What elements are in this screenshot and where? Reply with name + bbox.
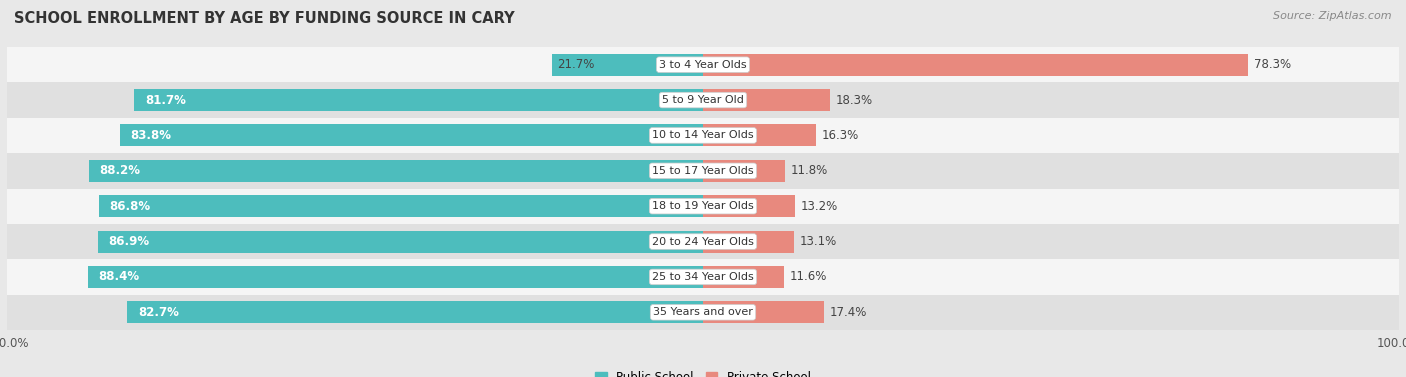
Bar [120,124,703,146]
Text: 13.2%: 13.2% [800,200,838,213]
Text: SCHOOL ENROLLMENT BY AGE BY FUNDING SOURCE IN CARY: SCHOOL ENROLLMENT BY AGE BY FUNDING SOUR… [14,11,515,26]
Bar [703,54,1249,76]
Bar [703,160,785,182]
Text: 17.4%: 17.4% [830,306,868,319]
Legend: Public School, Private School: Public School, Private School [591,366,815,377]
Text: 83.8%: 83.8% [131,129,172,142]
Bar [703,301,824,323]
Text: 35 Years and over: 35 Years and over [652,307,754,317]
Bar [98,231,703,253]
Bar [7,224,1399,259]
Text: 88.4%: 88.4% [98,270,139,284]
Bar [128,301,703,323]
Bar [7,47,1399,83]
Bar [553,54,703,76]
Bar [7,153,1399,188]
Text: 88.2%: 88.2% [100,164,141,177]
Text: 3 to 4 Year Olds: 3 to 4 Year Olds [659,60,747,70]
Bar [703,231,794,253]
Text: 86.8%: 86.8% [110,200,150,213]
Text: 5 to 9 Year Old: 5 to 9 Year Old [662,95,744,105]
Bar [87,266,703,288]
Bar [135,89,703,111]
Text: 18.3%: 18.3% [837,93,873,107]
Bar [89,160,703,182]
Text: Source: ZipAtlas.com: Source: ZipAtlas.com [1274,11,1392,21]
Text: 86.9%: 86.9% [108,235,150,248]
Bar [703,124,817,146]
Bar [703,195,794,217]
Text: 10 to 14 Year Olds: 10 to 14 Year Olds [652,130,754,141]
Text: 81.7%: 81.7% [145,93,186,107]
Bar [7,83,1399,118]
Text: 15 to 17 Year Olds: 15 to 17 Year Olds [652,166,754,176]
Bar [98,195,703,217]
Bar [7,188,1399,224]
Text: 82.7%: 82.7% [138,306,179,319]
Text: 20 to 24 Year Olds: 20 to 24 Year Olds [652,236,754,247]
Text: 11.6%: 11.6% [789,270,827,284]
Text: 78.3%: 78.3% [1254,58,1291,71]
Text: 21.7%: 21.7% [558,58,595,71]
Bar [703,266,783,288]
Text: 11.8%: 11.8% [790,164,828,177]
Bar [7,259,1399,294]
Text: 18 to 19 Year Olds: 18 to 19 Year Olds [652,201,754,211]
Text: 16.3%: 16.3% [823,129,859,142]
Bar [7,118,1399,153]
Text: 25 to 34 Year Olds: 25 to 34 Year Olds [652,272,754,282]
Bar [703,89,831,111]
Text: 13.1%: 13.1% [800,235,837,248]
Bar [7,294,1399,330]
